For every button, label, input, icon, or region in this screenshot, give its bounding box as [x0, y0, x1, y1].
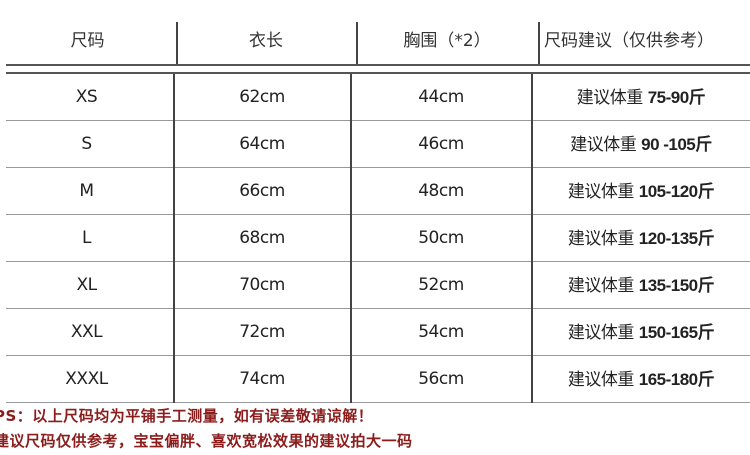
divider [6, 120, 750, 121]
cell-length: 64cm [239, 134, 285, 154]
table-row: M 66cm 48cm 建议体重 105-120斤 [0, 168, 750, 215]
cell-chest: 54cm [418, 322, 464, 342]
rec-prefix: 建议体重 [567, 370, 635, 390]
table-row: XS 62cm 44cm 建议体重 75-90斤 [0, 74, 750, 121]
cell-size: XS [75, 87, 98, 107]
divider [6, 355, 750, 356]
cell-chest: 56cm [418, 369, 464, 389]
cell-size: XXL [70, 322, 103, 342]
table-header: 尺码 衣长 胸围（*2） 尺码建议（仅供参考） [0, 20, 750, 62]
rec-prefix: 建议体重 [567, 276, 635, 296]
rec-value: 150-165斤 [638, 323, 715, 342]
rec-value: 105-120斤 [638, 182, 715, 201]
rec-prefix: 建议体重 [567, 323, 635, 343]
header-size: 尺码 [70, 31, 105, 51]
divider [531, 74, 533, 403]
rec-prefix: 建议体重 [567, 182, 635, 202]
cell-recommendation: 建议体重 75-90斤 [532, 74, 750, 121]
cell-length: 68cm [239, 228, 285, 248]
divider [538, 22, 540, 65]
cell-size: XL [76, 275, 97, 295]
divider [6, 64, 750, 66]
rec-prefix: 建议体重 [570, 135, 637, 155]
rec-value: 120-135斤 [638, 229, 715, 248]
table-row: XL 70cm 52cm 建议体重 135-150斤 [0, 262, 750, 309]
cell-recommendation: 建议体重 90 -105斤 [532, 121, 750, 168]
cell-recommendation: 建议体重 120-135斤 [532, 215, 750, 262]
divider [356, 22, 358, 65]
table-row: XXXL 74cm 56cm 建议体重 165-180斤 [0, 356, 750, 403]
divider [173, 74, 175, 403]
cell-chest: 50cm [418, 228, 464, 248]
table-row: XXL 72cm 54cm 建议体重 150-165斤 [0, 309, 750, 356]
rec-prefix: 建议体重 [567, 229, 635, 249]
note-measurement: PS：以上尺码均为平铺手工测量，如有误差敬请谅解！ [0, 407, 374, 425]
header-recommendation: 尺码建议（仅供参考） [544, 31, 714, 51]
divider [6, 72, 750, 74]
cell-recommendation: 建议体重 105-120斤 [532, 168, 750, 215]
divider [6, 402, 750, 403]
cell-size: M [79, 181, 94, 201]
cell-recommendation: 建议体重 150-165斤 [532, 309, 750, 356]
divider [6, 308, 750, 309]
table-row: L 68cm 50cm 建议体重 120-135斤 [0, 215, 750, 262]
table-row: S 64cm 46cm 建议体重 90 -105斤 [0, 121, 750, 168]
divider [6, 214, 750, 215]
cell-length: 74cm [239, 369, 285, 389]
divider [6, 261, 750, 262]
cell-length: 66cm [239, 181, 285, 201]
divider [350, 74, 352, 403]
cell-length: 72cm [239, 322, 285, 342]
cell-size: S [81, 134, 92, 154]
cell-chest: 48cm [418, 181, 464, 201]
divider [176, 22, 178, 65]
rec-value: 135-150斤 [638, 276, 715, 295]
rec-prefix: 建议体重 [576, 88, 644, 108]
cell-chest: 46cm [418, 134, 464, 154]
cell-length: 62cm [239, 87, 285, 107]
cell-recommendation: 建议体重 135-150斤 [532, 262, 750, 309]
header-length: 衣长 [249, 31, 283, 51]
cell-recommendation: 建议体重 165-180斤 [532, 356, 750, 403]
divider [6, 167, 750, 168]
cell-size: L [82, 228, 91, 248]
rec-value: 90 -105斤 [641, 135, 712, 154]
rec-value: 165-180斤 [638, 370, 715, 389]
cell-chest: 44cm [418, 87, 464, 107]
cell-length: 70cm [239, 275, 285, 295]
cell-chest: 52cm [418, 275, 464, 295]
header-chest: 胸围（*2） [403, 31, 491, 51]
note-recommendation: 建议尺码仅供参考，宝宝偏胖、喜欢宽松效果的建议拍大一码 [0, 432, 413, 450]
cell-size: XXXL [65, 369, 108, 389]
rec-value: 75-90斤 [647, 88, 706, 107]
